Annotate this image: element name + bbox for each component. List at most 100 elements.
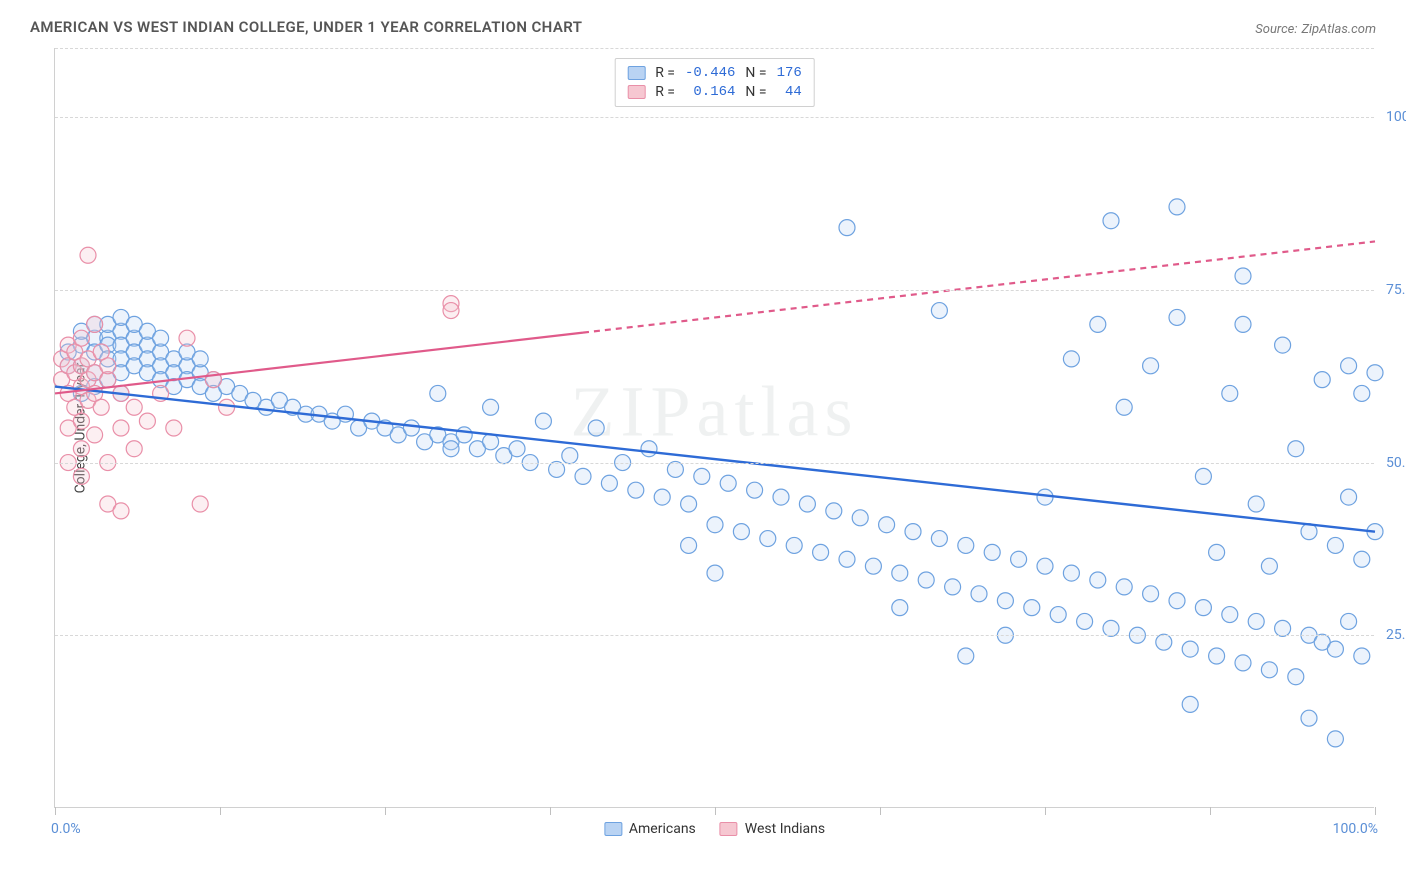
data-point xyxy=(1235,316,1251,332)
legend-swatch xyxy=(627,85,645,99)
data-point xyxy=(1103,620,1119,636)
data-point xyxy=(1024,600,1040,616)
data-point xyxy=(73,330,89,346)
data-point xyxy=(100,358,116,374)
data-point xyxy=(443,303,459,319)
data-point xyxy=(192,351,208,367)
x-tick xyxy=(1375,807,1376,815)
x-tick xyxy=(1210,807,1211,815)
gridline xyxy=(55,290,1374,291)
data-point xyxy=(1367,365,1383,381)
data-point xyxy=(1341,613,1357,629)
data-point xyxy=(707,565,723,581)
data-point xyxy=(1182,696,1198,712)
data-point xyxy=(892,565,908,581)
data-point xyxy=(681,537,697,553)
data-point xyxy=(707,517,723,533)
data-point xyxy=(984,544,1000,560)
data-point xyxy=(720,475,736,491)
x-tick xyxy=(55,807,56,815)
x-tick xyxy=(715,807,716,815)
x-tick xyxy=(220,807,221,815)
data-point xyxy=(839,551,855,567)
data-point xyxy=(588,420,604,436)
data-point xyxy=(760,531,776,547)
data-point xyxy=(1011,551,1027,567)
data-point xyxy=(179,330,195,346)
x-axis-min-label: 0.0% xyxy=(51,821,81,837)
data-point xyxy=(1209,544,1225,560)
data-point xyxy=(113,420,129,436)
data-point xyxy=(1354,648,1370,664)
data-point xyxy=(509,441,525,457)
data-point xyxy=(87,316,103,332)
stat-n-label: N = xyxy=(745,84,766,100)
data-point xyxy=(733,524,749,540)
data-point xyxy=(958,537,974,553)
data-point xyxy=(918,572,934,588)
data-point xyxy=(1169,593,1185,609)
gridline xyxy=(55,635,1374,636)
data-point xyxy=(1077,613,1093,629)
data-point xyxy=(1090,572,1106,588)
data-point xyxy=(1195,468,1211,484)
data-point xyxy=(601,475,617,491)
data-point xyxy=(1288,441,1304,457)
data-point xyxy=(1354,551,1370,567)
data-point xyxy=(1261,662,1277,678)
y-tick-label: 75.0% xyxy=(1378,282,1406,298)
data-point xyxy=(535,413,551,429)
data-point xyxy=(1090,316,1106,332)
gridline xyxy=(55,463,1374,464)
data-point xyxy=(1209,648,1225,664)
data-point xyxy=(997,593,1013,609)
data-point xyxy=(456,427,472,443)
stat-r-value: 0.164 xyxy=(685,84,735,100)
data-point xyxy=(931,303,947,319)
data-point xyxy=(1327,641,1343,657)
data-point xyxy=(1301,710,1317,726)
data-point xyxy=(1261,558,1277,574)
x-tick xyxy=(1045,807,1046,815)
chart-title: AMERICAN VS WEST INDIAN COLLEGE, UNDER 1… xyxy=(30,18,582,36)
y-tick-label: 100.0% xyxy=(1378,109,1406,125)
data-point xyxy=(153,330,169,346)
x-tick xyxy=(550,807,551,815)
data-point xyxy=(1037,558,1053,574)
data-point xyxy=(892,600,908,616)
data-point xyxy=(654,489,670,505)
data-point xyxy=(799,496,815,512)
legend-swatch xyxy=(604,822,622,836)
data-point xyxy=(747,482,763,498)
data-point xyxy=(430,385,446,401)
stats-legend-box: R =-0.446N =176R =0.164N =44 xyxy=(614,58,815,107)
data-point xyxy=(958,648,974,664)
data-point xyxy=(865,558,881,574)
data-point xyxy=(1050,607,1066,623)
data-point xyxy=(839,220,855,236)
data-point xyxy=(667,461,683,477)
data-point xyxy=(443,441,459,457)
data-point xyxy=(166,420,182,436)
data-point xyxy=(905,524,921,540)
data-point xyxy=(1235,268,1251,284)
source-attribution: Source: ZipAtlas.com xyxy=(1255,18,1376,37)
data-point xyxy=(1222,607,1238,623)
legend-label: West Indians xyxy=(745,821,825,837)
data-point xyxy=(1169,309,1185,325)
data-point xyxy=(1222,385,1238,401)
data-point xyxy=(1248,496,1264,512)
data-point xyxy=(1288,669,1304,685)
data-point xyxy=(73,441,89,457)
scatter-svg xyxy=(55,48,1374,807)
source-value: ZipAtlas.com xyxy=(1301,22,1376,37)
data-point xyxy=(773,489,789,505)
data-point xyxy=(945,579,961,595)
source-label: Source: xyxy=(1255,22,1297,37)
trend-line xyxy=(55,387,1375,532)
chart-plot-area: College, Under 1 year ZIPatlas R =-0.446… xyxy=(54,48,1374,808)
data-point xyxy=(562,448,578,464)
stat-r-value: -0.446 xyxy=(685,65,735,81)
data-point xyxy=(826,503,842,519)
data-point xyxy=(813,544,829,560)
